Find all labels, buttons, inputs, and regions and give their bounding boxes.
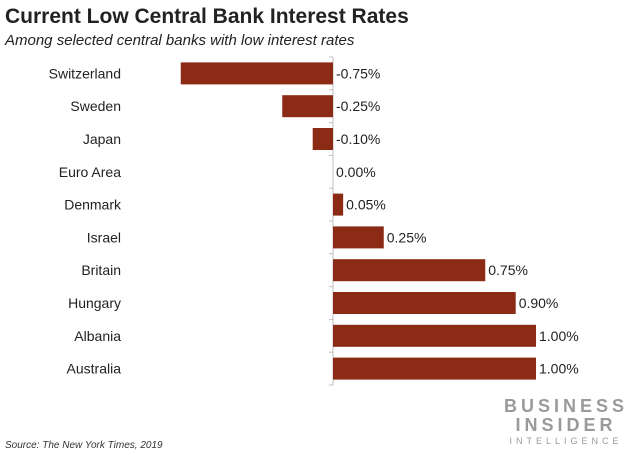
bar-hungary — [333, 292, 516, 314]
bar-japan — [312, 128, 333, 150]
bar-israel — [333, 226, 384, 249]
data-label: -0.25% — [336, 98, 380, 114]
data-label: 0.00% — [336, 164, 376, 180]
logo-line-3: INTELLIGENCE — [509, 436, 623, 446]
data-label: -0.75% — [336, 65, 380, 81]
category-label: Australia — [67, 361, 122, 377]
data-label: 0.05% — [346, 197, 386, 213]
data-label: 0.75% — [488, 262, 528, 278]
chart-title: Current Low Central Bank Interest Rates — [5, 5, 409, 28]
data-label: 1.00% — [539, 361, 579, 377]
bar-sweden — [282, 95, 333, 118]
category-label: Britain — [81, 262, 121, 278]
category-label: Euro Area — [59, 164, 121, 180]
logo-line-2: INSIDER — [515, 415, 617, 435]
bar-britain — [333, 259, 486, 282]
category-label: Albania — [74, 328, 121, 344]
category-label: Israel — [87, 229, 121, 245]
data-label: 1.00% — [539, 328, 579, 344]
category-label: Denmark — [64, 197, 122, 213]
data-label: 0.25% — [387, 229, 427, 245]
business-insider-intelligence-logo: BUSINESS INSIDER INTELLIGENCE — [504, 397, 628, 447]
bar-denmark — [333, 193, 344, 216]
bar-switzerland — [180, 62, 333, 85]
category-label: Japan — [83, 131, 121, 147]
data-label: -0.10% — [336, 131, 380, 147]
bar-albania — [333, 324, 536, 347]
category-label: Hungary — [68, 295, 121, 311]
source-note: Source: The New York Times, 2019 — [5, 440, 163, 451]
category-label: Sweden — [70, 98, 121, 114]
chart-subtitle: Among selected central banks with low in… — [5, 32, 355, 49]
logo-line-1: BUSINESS — [503, 396, 628, 416]
data-label: 0.90% — [519, 295, 559, 311]
bar-australia — [333, 357, 536, 380]
category-label: Switzerland — [49, 65, 121, 81]
